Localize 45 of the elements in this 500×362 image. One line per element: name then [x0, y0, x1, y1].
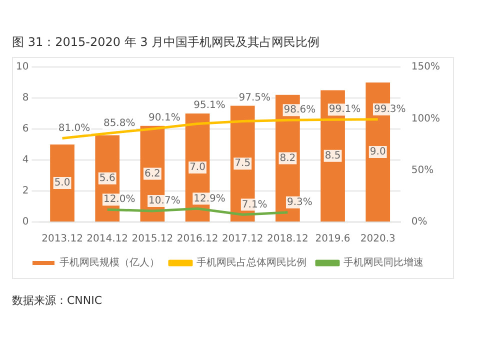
y-tick-label: 10: [16, 62, 29, 73]
data-label: 6.2: [144, 168, 160, 180]
y-tick-label: 0: [22, 216, 29, 228]
y2-tick-label: 150%: [411, 62, 440, 73]
x-tick-label: 2013.12: [42, 234, 83, 245]
x-tick-label: 2018.12: [267, 234, 308, 245]
data-label: 81.0%: [58, 122, 90, 134]
legend-label: 手机网民规模（亿人）: [60, 256, 160, 269]
y-tick-label: 2: [22, 186, 29, 197]
data-label: 95.1%: [194, 100, 226, 112]
data-label: 85.8%: [103, 118, 136, 129]
data-label: 9.0: [370, 146, 386, 158]
legend-label: 手机网民同比增速: [344, 256, 424, 269]
data-label: 7.0: [190, 162, 206, 174]
data-label: 99.3%: [374, 104, 406, 115]
legend-label: 手机网民占总体网民比例: [196, 256, 306, 269]
data-label: 8.5: [324, 150, 341, 162]
x-tick-label: 2017.12: [222, 234, 264, 245]
data-label: 7.5: [234, 158, 251, 170]
x-tick-label: 2014.12: [86, 234, 128, 245]
bar: [50, 144, 74, 222]
chart-title: 图 31：2015-2020 年 3 月中国手机网民及其占网民比例: [12, 34, 321, 51]
data-label: 5.0: [54, 178, 70, 189]
data-label: 9.3%: [286, 196, 312, 208]
data-label: 8.2: [280, 152, 296, 164]
data-label: 99.1%: [328, 104, 361, 116]
y2-tick-label: 0%: [411, 216, 428, 228]
source-note: 数据来源：CNNIC: [12, 293, 104, 308]
x-tick-label: 2015.12: [132, 234, 174, 245]
x-tick-label: 2020.3: [360, 234, 396, 245]
x-tick-label: 2016.12: [176, 234, 218, 245]
data-label: 90.1%: [148, 112, 180, 124]
data-label: 10.7%: [148, 196, 180, 207]
y-tick-label: 8: [22, 92, 29, 104]
data-label: 5.6: [99, 172, 116, 184]
y-tick-label: 4: [22, 154, 29, 166]
x-tick-label: 2019.6: [315, 234, 350, 245]
data-label: 7.1%: [242, 199, 268, 210]
data-label: 12.9%: [194, 193, 226, 204]
data-label: 97.5%: [238, 92, 270, 104]
y2-tick-label: 50%: [411, 164, 434, 176]
data-label: 98.6%: [284, 104, 316, 116]
y2-tick-label: 100%: [411, 113, 440, 124]
data-label: 12.0%: [103, 194, 136, 206]
y-tick-label: 6: [22, 124, 29, 135]
